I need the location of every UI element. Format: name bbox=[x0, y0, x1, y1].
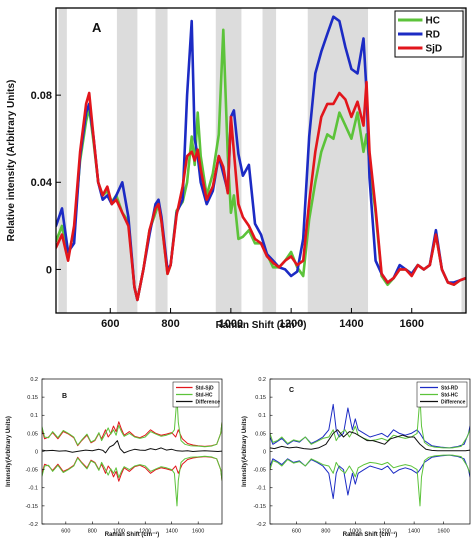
x-tick-label: 1200 bbox=[139, 529, 151, 535]
y-tick-label: -0.2 bbox=[257, 522, 266, 528]
legend-label: SjD bbox=[425, 44, 442, 55]
panel-letter: B bbox=[62, 393, 67, 400]
x-tick-label: 1400 bbox=[408, 529, 420, 535]
x-tick-label: 1600 bbox=[192, 529, 204, 535]
x-axis-label: Raman Shift (cm⁻¹) bbox=[343, 531, 398, 538]
y-axis-label: Intensity(Arbitrary Units) bbox=[6, 416, 12, 487]
y-tick-label: 0 bbox=[46, 264, 52, 276]
legend-label: Std-HC bbox=[441, 392, 458, 398]
x-tick-label: 1000 bbox=[219, 318, 243, 330]
x-tick-label: 1000 bbox=[349, 529, 361, 535]
y-axis-label: Intensity(Arbitrary Units) bbox=[242, 416, 248, 487]
series-line-std-hc-mirror bbox=[42, 455, 222, 507]
x-tick-label: 800 bbox=[88, 529, 97, 535]
x-tick-label: 1600 bbox=[437, 529, 449, 535]
series-line-std-hc bbox=[42, 396, 222, 448]
y-tick-label: -0.1 bbox=[29, 486, 38, 492]
shaded-band bbox=[461, 8, 466, 313]
shaded-band bbox=[262, 8, 277, 313]
legend: HC RD SjD bbox=[394, 10, 464, 58]
series-lines bbox=[42, 396, 222, 507]
x-tick-label: 600 bbox=[101, 318, 119, 330]
chart-panel-a: 600 800 1000 1200 1400 1600 0 0.04 0.08 Raman Shi… bbox=[6, 7, 467, 331]
shaded-band bbox=[307, 8, 369, 313]
series-line-difference bbox=[42, 440, 222, 454]
x-tick-label: 1200 bbox=[279, 318, 303, 330]
y-tick-label: 0.1 bbox=[258, 413, 266, 419]
y-tick-label: 0.2 bbox=[258, 377, 266, 383]
x-tick-label: 600 bbox=[61, 529, 70, 535]
x-tick-label: 1200 bbox=[379, 529, 391, 535]
legend-label: Std-HC bbox=[196, 392, 213, 398]
y-tick-label: 0.04 bbox=[31, 177, 53, 189]
x-tick-label: 1400 bbox=[339, 318, 363, 330]
y-tick-label: -0.05 bbox=[253, 468, 266, 474]
plot-frame bbox=[55, 7, 467, 314]
series-lines bbox=[56, 15, 466, 302]
chart-panel-c: 600 800 1000 1200 1400 1600 -0.2 -0.15 -0.1 -0.05… bbox=[242, 377, 471, 538]
series-line-sjd bbox=[56, 80, 466, 302]
y-tick-label: 0.15 bbox=[27, 395, 38, 401]
y-axis-label: Relative intensity (Arbitrary Units) bbox=[6, 80, 17, 242]
panel-letter: C bbox=[289, 387, 294, 394]
panel-letter: A bbox=[92, 20, 102, 35]
y-tick-label: -0.15 bbox=[25, 504, 38, 510]
y-tick-label: 0.1 bbox=[30, 413, 38, 419]
y-tick-label: 0.2 bbox=[30, 377, 38, 383]
shaded-band bbox=[58, 8, 67, 313]
legend-label: Difference bbox=[196, 399, 221, 405]
series-lines bbox=[270, 396, 470, 507]
legend-label: Std-SjD bbox=[196, 385, 214, 391]
series-line-difference bbox=[270, 429, 470, 452]
y-tick-label: 0 bbox=[263, 449, 266, 455]
legend-label: RD bbox=[425, 30, 439, 41]
y-tick-label: -0.2 bbox=[29, 522, 38, 528]
legend-label: Difference bbox=[441, 399, 466, 405]
x-tick-label: 600 bbox=[292, 529, 301, 535]
y-tick-label: 0.08 bbox=[31, 90, 52, 102]
chart-panel-b: 600 800 1000 1200 1400 1600 -0.2 -0.15 -0.1 -0.05… bbox=[6, 377, 223, 538]
x-tick-label: 1600 bbox=[399, 318, 423, 330]
legend-label: Std-RD bbox=[441, 385, 458, 391]
y-tick-label: -0.1 bbox=[257, 486, 266, 492]
y-tick-label: 0.05 bbox=[27, 431, 38, 437]
x-axis-label: Raman Shift (cm⁻¹) bbox=[216, 320, 307, 331]
x-tick-label: 1400 bbox=[166, 529, 178, 535]
series-line-std-hc-mirror bbox=[270, 454, 470, 507]
y-tick-label: 0 bbox=[35, 449, 38, 455]
legend-label: HC bbox=[425, 16, 439, 27]
y-tick-label: 0.05 bbox=[255, 431, 266, 437]
x-tick-label: 800 bbox=[321, 529, 330, 535]
shaded-band bbox=[116, 8, 138, 313]
x-tick-label: 1000 bbox=[113, 529, 125, 535]
x-tick-label: 800 bbox=[161, 318, 179, 330]
y-tick-label: 0.15 bbox=[255, 395, 266, 401]
y-tick-label: -0.15 bbox=[253, 504, 266, 510]
x-axis-label: Raman Shift (cm⁻¹) bbox=[105, 531, 160, 538]
y-tick-label: -0.05 bbox=[25, 468, 38, 474]
